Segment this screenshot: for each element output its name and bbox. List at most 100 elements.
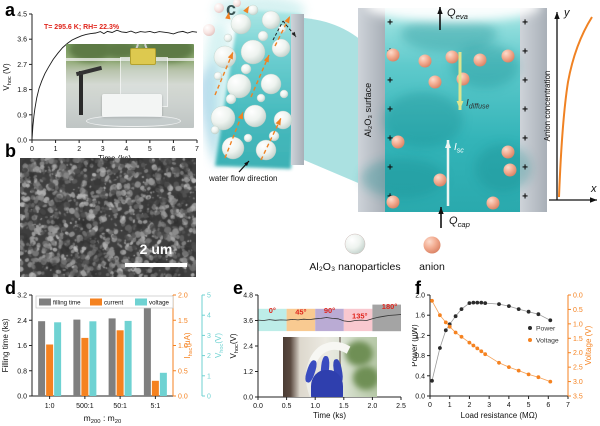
nanoparticle bbox=[226, 73, 252, 99]
category-label: 50:1 bbox=[113, 403, 127, 410]
anion-sphere bbox=[456, 72, 470, 86]
q-eva-label: Qeva bbox=[447, 7, 469, 21]
nanoparticle bbox=[240, 63, 252, 75]
data-point-power bbox=[507, 304, 511, 308]
anion-sphere bbox=[445, 50, 459, 64]
data-point-power bbox=[453, 314, 458, 319]
nanoparticle bbox=[210, 125, 220, 135]
x-tick-label: 0 bbox=[30, 146, 34, 153]
legend-nanoparticle-label: Al₂O₃ nanoparticles bbox=[309, 261, 400, 273]
x-tick-label: 7 bbox=[566, 402, 570, 409]
data-point-power bbox=[479, 300, 484, 305]
plus-charge: + bbox=[522, 105, 528, 116]
data-point-power bbox=[526, 309, 531, 314]
bar-filling-time bbox=[108, 318, 116, 396]
data-point-voltage bbox=[467, 340, 472, 345]
x-tick-label: 1 bbox=[448, 402, 452, 409]
water-flow-direction-label: water flow direction bbox=[208, 174, 277, 183]
y-tick-label: 2 bbox=[207, 353, 211, 360]
anion-sphere bbox=[386, 195, 400, 209]
data-point-power bbox=[430, 378, 434, 383]
angle-label: 0° bbox=[269, 306, 276, 315]
bar-current bbox=[116, 330, 124, 396]
y-tick-label: 0.0 bbox=[573, 293, 583, 300]
ratio-bar-chart: 0.0 0.8 1.6 2.4 3.2 0.0 0.5 1.0 1.5 2.0 0 1 2 3 4 5 Fill… bbox=[1, 293, 225, 426]
data-point-power bbox=[483, 301, 488, 305]
anion-sphere bbox=[503, 163, 517, 177]
i-diffuse-label: Idiffuse bbox=[466, 98, 490, 111]
y-tick-label: 3.5 bbox=[573, 394, 583, 401]
y-tick-label: 4.8 bbox=[243, 293, 253, 300]
load-resistance-chart: 0 1 2 3 4 5 6 7 0.0 0.4 0.8 1.2 1.6 2.0 0.0 0.5 1.0 1.5 2.… bbox=[412, 293, 593, 421]
data-point-power bbox=[475, 300, 480, 305]
q-cap-label: Qcap bbox=[449, 215, 471, 229]
y-axis-label: Vhoc (V) bbox=[2, 63, 13, 91]
device-photo-inset bbox=[66, 44, 194, 128]
anion-sphere bbox=[433, 173, 447, 187]
angle-label: 45° bbox=[295, 308, 306, 317]
y-tick-label: 0.0 bbox=[17, 138, 27, 145]
y-tick-label: 2.4 bbox=[243, 344, 253, 351]
voltage-axis-label: Vhoc(V) bbox=[214, 333, 225, 358]
panel-label-b: b bbox=[5, 141, 16, 161]
angle-band bbox=[315, 308, 344, 332]
x-tick-label: 4 bbox=[124, 146, 128, 153]
y-tick-label: 3.6 bbox=[243, 318, 253, 325]
nanoparticle bbox=[210, 105, 236, 131]
y-tick-label: 0.9 bbox=[17, 112, 27, 119]
x-tick-label: 1.5 bbox=[339, 403, 349, 410]
angle-label: 90° bbox=[324, 306, 335, 315]
y-tick-label: 2.5 bbox=[573, 365, 583, 372]
concentration-curve bbox=[558, 16, 593, 198]
y-tick-label: 3.2 bbox=[17, 293, 27, 300]
y-tick-label: 2.0 bbox=[573, 350, 583, 357]
x-tick-label: 6 bbox=[546, 402, 550, 409]
nanoparticle bbox=[271, 38, 291, 58]
x-tick-label: 2 bbox=[77, 146, 81, 153]
x-tick-label: 0.0 bbox=[253, 403, 263, 410]
mechanism-diagram: water flow direction Al₂O₃ surface + + + + + + +… bbox=[203, 0, 597, 273]
nanoparticle bbox=[230, 13, 252, 35]
sem-image bbox=[20, 158, 196, 277]
panel-label-e: e bbox=[233, 278, 244, 298]
bar-voltage bbox=[159, 372, 167, 396]
data-point-power bbox=[548, 318, 553, 323]
y-tick-label: 3.6 bbox=[17, 37, 27, 44]
data-point-power bbox=[497, 302, 501, 306]
y-tick-label: 2.4 bbox=[17, 318, 27, 325]
y-tick-label: 1.0 bbox=[573, 321, 583, 328]
data-point-voltage bbox=[479, 349, 484, 354]
data-point-voltage bbox=[459, 334, 464, 339]
data-point-voltage bbox=[497, 360, 501, 365]
y-tick-label: 2.0 bbox=[178, 293, 188, 300]
i-sc-label: Isc bbox=[454, 142, 464, 155]
plant-leaf bbox=[352, 365, 377, 390]
legend-anion-label: anion bbox=[419, 261, 445, 273]
y-tick-label: 0 bbox=[207, 394, 211, 401]
x-tick-label: 2.0 bbox=[368, 403, 378, 410]
current-axis-label: Ihsc(μA) bbox=[183, 332, 194, 359]
angle-label: 180° bbox=[382, 302, 398, 311]
escaping-particle bbox=[203, 24, 215, 36]
anion-sphere bbox=[473, 53, 487, 67]
bar-voltage bbox=[124, 320, 132, 396]
y-tick-label: 5 bbox=[207, 293, 211, 300]
escaping-particle bbox=[233, 0, 241, 7]
x-tick-label: 4 bbox=[507, 402, 511, 409]
y-tick-label: 1.6 bbox=[17, 343, 27, 350]
alumina-surface-label: Al₂O₃ surface bbox=[363, 83, 373, 137]
power-axis-label: Power (μW) bbox=[412, 324, 419, 367]
data-point-voltage bbox=[453, 330, 458, 335]
escaping-particle bbox=[214, 3, 224, 13]
nanoparticle bbox=[260, 73, 282, 95]
y-tick-label: 4.5 bbox=[17, 12, 27, 19]
data-point-power bbox=[536, 312, 541, 317]
x-tick-label: 5 bbox=[148, 146, 152, 153]
x-tick-label: 1 bbox=[54, 146, 58, 153]
panel-label-f: f bbox=[415, 278, 421, 298]
plant-leaf bbox=[68, 44, 113, 63]
x-tick-label: 5 bbox=[527, 402, 531, 409]
panel-label-d: d bbox=[5, 278, 16, 298]
nanoparticle bbox=[240, 39, 266, 65]
x-tick-label: 3 bbox=[487, 402, 491, 409]
